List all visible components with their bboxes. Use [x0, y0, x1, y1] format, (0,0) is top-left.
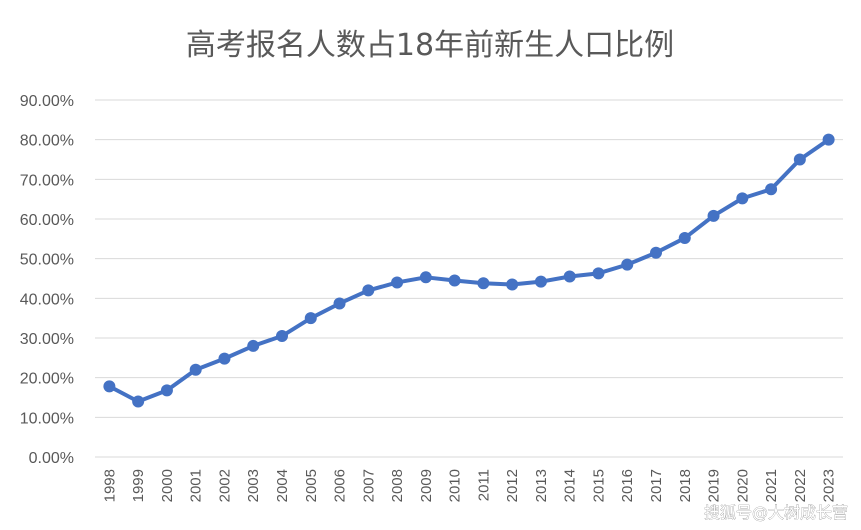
- x-tick-label: 2003: [245, 469, 262, 502]
- x-tick-label: 2004: [274, 469, 291, 502]
- data-point: [822, 133, 835, 146]
- y-tick-label: 50.00%: [20, 252, 74, 269]
- x-tick-label: 2023: [821, 469, 838, 502]
- y-tick-label: 70.00%: [20, 172, 74, 189]
- y-tick-label: 20.00%: [20, 371, 74, 388]
- chart-title: 高考报名人数占18年前新生人口比例: [186, 28, 674, 63]
- data-point: [678, 232, 691, 245]
- data-point: [736, 192, 749, 205]
- x-tick-label: 1998: [101, 469, 118, 502]
- series-group: [103, 133, 835, 408]
- data-point: [592, 267, 605, 280]
- x-tick-label: 2000: [159, 469, 176, 502]
- data-point: [534, 275, 547, 288]
- data-point: [391, 276, 404, 289]
- y-tick-label: 80.00%: [20, 133, 74, 150]
- x-tick-label: 2008: [389, 469, 406, 502]
- y-tick-label: 0.00%: [29, 450, 74, 467]
- data-point: [419, 271, 432, 284]
- x-tick-label: 2005: [303, 469, 320, 502]
- data-point: [132, 395, 145, 408]
- x-tick-label: 2013: [533, 469, 550, 502]
- x-tick-label: 2018: [677, 469, 694, 502]
- y-axis-tick-labels: 0.00% 10.00% 20.00% 30.00% 40.00% 50.00% 60.00…: [20, 93, 74, 467]
- data-point: [362, 284, 375, 297]
- x-tick-label: 2006: [332, 469, 349, 502]
- x-tick-label: 2016: [619, 469, 636, 502]
- y-tick-label: 10.00%: [20, 410, 74, 427]
- y-tick-label: 60.00%: [20, 212, 74, 229]
- data-point: [218, 352, 231, 365]
- x-tick-label: 2002: [216, 469, 233, 502]
- data-point: [707, 209, 720, 222]
- data-point: [160, 384, 173, 397]
- y-tick-label: 30.00%: [20, 331, 74, 348]
- data-point: [304, 312, 317, 325]
- x-tick-label: 2017: [648, 469, 665, 502]
- x-tick-label: 2007: [360, 469, 377, 502]
- y-tick-label: 40.00%: [20, 291, 74, 308]
- watermark: 搜狐号@大树成长营: [704, 503, 848, 522]
- data-point: [333, 297, 346, 310]
- x-tick-label: 2020: [734, 469, 751, 502]
- x-tick-label: 2011: [475, 469, 492, 501]
- data-point: [793, 153, 806, 166]
- x-tick-label: 2015: [590, 469, 607, 502]
- data-point: [765, 183, 778, 196]
- x-tick-label: 2022: [792, 469, 809, 502]
- x-tick-label: 2009: [418, 469, 435, 502]
- x-tick-label: 2021: [763, 469, 780, 502]
- x-tick-label: 2010: [447, 469, 464, 502]
- data-point: [276, 330, 288, 343]
- x-tick-label: 1999: [130, 469, 147, 502]
- data-point: [189, 363, 202, 376]
- data-point: [247, 339, 260, 352]
- x-tick-label: 2014: [562, 469, 579, 502]
- x-tick-label: 2019: [706, 469, 723, 502]
- data-point: [506, 278, 519, 291]
- data-point: [650, 246, 662, 259]
- gridlines: [95, 99, 843, 458]
- y-tick-label: 90.00%: [20, 93, 74, 110]
- data-point: [477, 277, 490, 290]
- x-axis-tick-labels: 1998 1999 2000 2001 2002 2003 2004 2005 2006 2007…: [101, 469, 837, 502]
- data-point: [621, 258, 634, 271]
- data-point: [563, 270, 576, 283]
- data-point: [103, 380, 116, 393]
- data-point: [448, 274, 461, 287]
- x-tick-label: 2001: [188, 469, 205, 502]
- x-tick-label: 2012: [504, 469, 521, 502]
